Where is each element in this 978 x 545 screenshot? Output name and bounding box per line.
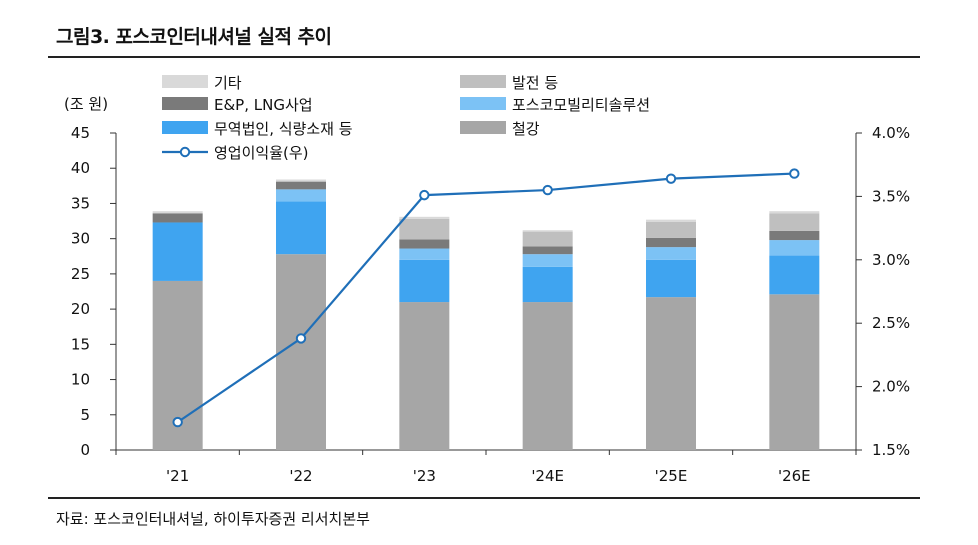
x-tick-label: '21 xyxy=(166,467,189,485)
legend-swatch xyxy=(162,97,208,110)
bar-segment-0 xyxy=(522,302,573,450)
right-tick-label: 2.5% xyxy=(872,314,910,332)
bar-segment-2 xyxy=(399,248,450,260)
bar-segment-5 xyxy=(399,216,450,219)
operating-margin-point xyxy=(542,184,553,196)
bar-segment-1 xyxy=(646,259,696,298)
legend-label: 기타 xyxy=(214,74,242,92)
bar-segment-0 xyxy=(276,254,326,450)
x-tick-label: '26E xyxy=(778,467,811,485)
bar-segment-2 xyxy=(522,254,573,267)
right-tick-label: 3.0% xyxy=(872,251,910,269)
bar-segment-0 xyxy=(399,302,450,450)
legend-label: 포스코모빌리티솔루션 xyxy=(512,96,650,114)
figure-title: 그림3. 포스코인터내셔널 실적 추이 xyxy=(56,26,332,48)
right-tick-label: 4.0% xyxy=(872,124,910,142)
source-rule xyxy=(48,497,920,499)
operating-margin-point xyxy=(295,333,307,344)
left-tick-label: 5 xyxy=(80,406,90,424)
x-tick-label: '22 xyxy=(289,467,312,485)
title-rule xyxy=(48,56,920,58)
bar-segment-2 xyxy=(646,247,696,260)
bar-segment-5 xyxy=(152,211,203,214)
bar-segment-3 xyxy=(769,230,820,241)
left-tick-label: 20 xyxy=(71,300,90,318)
left-tick-label: 40 xyxy=(71,159,90,177)
x-tick-label: '24E xyxy=(531,467,564,485)
bar-segment-3 xyxy=(399,239,450,249)
operating-margin-point xyxy=(665,173,677,184)
bar-segment-3 xyxy=(152,213,203,223)
right-tick-label: 2.0% xyxy=(872,378,910,396)
legend-swatch xyxy=(162,121,208,134)
bar-segment-1 xyxy=(152,222,203,281)
operating-margin-point xyxy=(172,416,183,428)
right-tick-label: 1.5% xyxy=(872,441,910,459)
legend-swatch xyxy=(162,75,208,88)
legend-swatch xyxy=(460,97,506,110)
source-note: 자료: 포스코인터내셔널, 하이투자증권 리서치본부 xyxy=(56,510,370,528)
legend-label: 무역법인, 식량소재 등 xyxy=(214,120,353,138)
bar-segment-1 xyxy=(399,259,450,303)
bar-segment-1 xyxy=(769,255,820,295)
left-tick-label: 0 xyxy=(80,441,90,459)
legend-label: 철강 xyxy=(512,120,540,138)
operating-margin-line xyxy=(177,172,795,424)
bar-segment-5 xyxy=(276,179,326,182)
left-tick-label: 25 xyxy=(71,265,90,283)
right-tick-label: 3.5% xyxy=(872,187,910,205)
bar-segment-1 xyxy=(276,201,326,255)
legend-label: 영업이익율(우) xyxy=(214,144,309,162)
legend-label: 발전 등 xyxy=(512,74,558,92)
bar-segment-5 xyxy=(646,219,696,222)
left-tick-label: 30 xyxy=(71,230,90,248)
bar-segment-0 xyxy=(646,297,696,450)
left-axis-unit: (조 원) xyxy=(64,95,108,113)
bar-segment-4 xyxy=(769,213,820,231)
bar-segment-4 xyxy=(646,221,696,238)
bar-segment-3 xyxy=(646,237,696,248)
legend-swatch xyxy=(460,75,506,88)
operating-margin-point xyxy=(789,168,800,179)
bar-segment-2 xyxy=(276,189,326,202)
legend-swatch xyxy=(460,121,506,134)
bar-segment-3 xyxy=(276,181,326,190)
bar-segment-3 xyxy=(522,246,573,255)
left-tick-label: 10 xyxy=(71,371,90,389)
bar-segment-2 xyxy=(769,240,820,256)
bar-segment-5 xyxy=(522,230,573,232)
bar-segment-1 xyxy=(522,266,573,303)
left-tick-label: 35 xyxy=(71,194,90,212)
bar-segment-0 xyxy=(769,294,820,450)
bar-segment-4 xyxy=(522,231,573,247)
x-tick-label: '25E xyxy=(655,467,688,485)
x-tick-label: '23 xyxy=(413,467,436,485)
left-tick-label: 15 xyxy=(71,335,90,353)
operating-margin-point xyxy=(419,189,430,201)
bar-segment-4 xyxy=(399,218,450,240)
bar-segment-5 xyxy=(769,211,820,214)
legend-line-marker xyxy=(179,146,191,158)
legend-label: E&P, LNG사업 xyxy=(214,96,313,114)
left-tick-label: 45 xyxy=(71,124,90,142)
